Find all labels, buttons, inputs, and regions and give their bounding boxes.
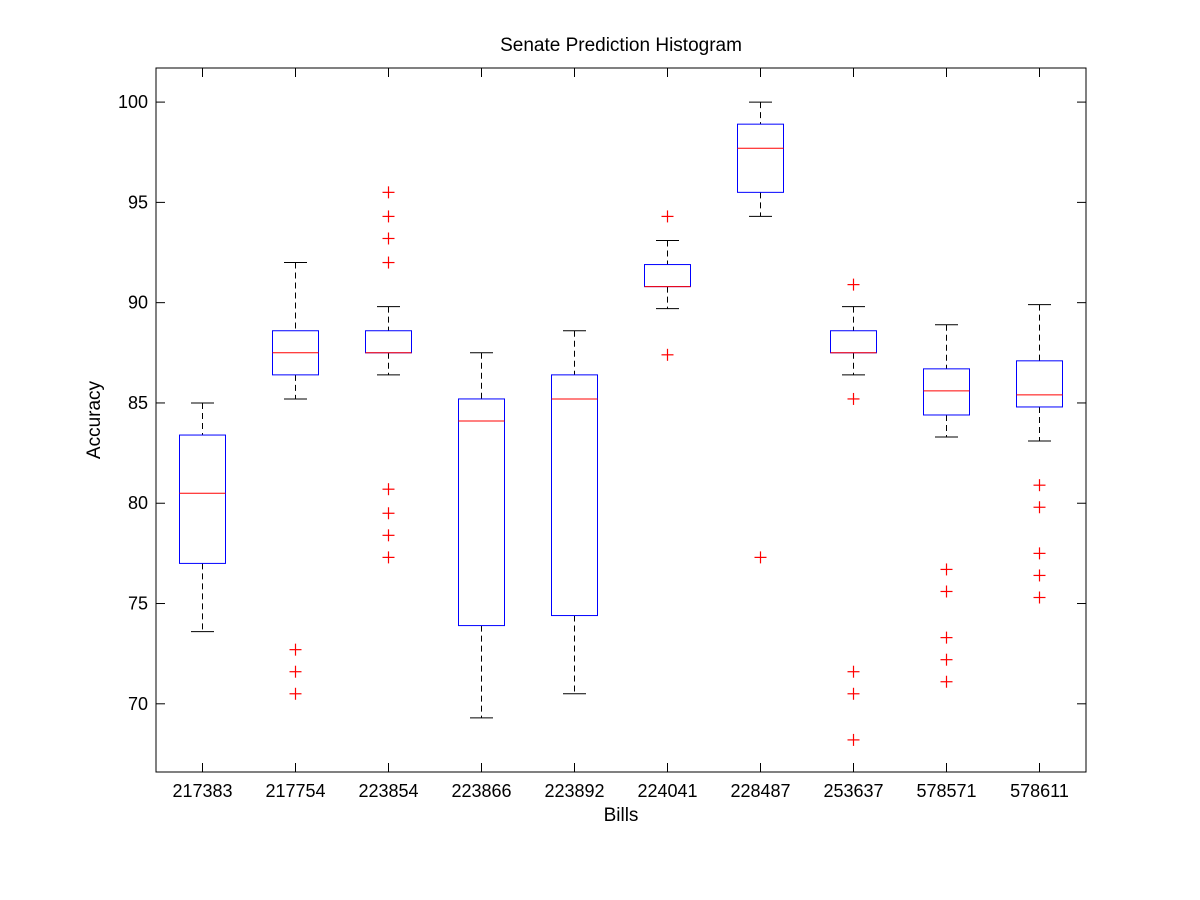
iqr-box (458, 398, 505, 627)
outlier-marker (382, 186, 395, 199)
y-tick-label: 95 (128, 192, 148, 212)
outlier-marker (847, 687, 860, 700)
outlier-marker (382, 256, 395, 269)
outlier-marker (1033, 547, 1046, 560)
box-253637 (830, 278, 877, 746)
boxes-layer (179, 101, 1063, 746)
x-tick-label: 223892 (544, 781, 604, 801)
outlier-marker (754, 551, 767, 564)
iqr-box (1016, 360, 1063, 408)
iqr-box (179, 434, 226, 564)
outlier-marker (382, 529, 395, 542)
x-tick-label: 228487 (730, 781, 790, 801)
outlier-marker (289, 687, 302, 700)
chart-title: Senate Prediction Histogram (500, 35, 742, 56)
x-tick-label: 217754 (265, 781, 325, 801)
box-217383 (179, 402, 226, 633)
outlier-marker (940, 675, 953, 688)
x-axis: 217383 217754 223854 223866 223892 224041 2284… (172, 68, 1069, 801)
iqr-box (551, 374, 598, 617)
x-tick-label: 217383 (172, 781, 232, 801)
box-223892 (551, 330, 598, 695)
outlier-marker (661, 210, 674, 223)
outlier-marker (661, 348, 674, 361)
y-tick-label: 90 (128, 293, 148, 313)
x-tick-label: 578611 (1010, 781, 1069, 801)
outlier-marker (940, 563, 953, 576)
outlier-marker (940, 631, 953, 644)
x-tick-label: 223866 (451, 781, 511, 801)
outlier-marker (382, 210, 395, 223)
outlier-marker (940, 585, 953, 598)
outlier-marker (847, 392, 860, 405)
x-tick-label: 224041 (637, 781, 697, 801)
iqr-box (737, 123, 784, 193)
outlier-marker (382, 483, 395, 496)
outlier-marker (940, 653, 953, 666)
outlier-marker (1033, 569, 1046, 582)
box-578611 (1016, 304, 1063, 604)
box-578571 (923, 324, 970, 688)
y-tick-label: 85 (128, 393, 148, 413)
x-tick-label: 578571 (916, 781, 976, 801)
y-tick-label: 100 (118, 92, 148, 112)
box-217754 (272, 262, 319, 700)
outlier-marker (382, 551, 395, 564)
y-tick-label: 75 (128, 594, 148, 614)
box-228487 (737, 101, 784, 564)
outlier-marker (289, 665, 302, 678)
iqr-box (923, 368, 970, 416)
y-tick-label: 70 (128, 694, 148, 714)
outlier-marker (1033, 479, 1046, 492)
y-axis-title: Accuracy (84, 380, 105, 459)
box-224041 (644, 210, 691, 361)
y-axis: 70 75 80 85 90 95 100 (118, 92, 1086, 714)
x-tick-label: 223854 (358, 781, 418, 801)
outlier-marker (289, 643, 302, 656)
outlier-marker (1033, 501, 1046, 514)
outlier-marker (1033, 591, 1046, 604)
outlier-marker (382, 232, 395, 245)
outlier-marker (382, 507, 395, 520)
outlier-marker (847, 665, 860, 678)
y-tick-label: 80 (128, 493, 148, 513)
plot-area (155, 67, 1087, 773)
x-axis-title: Bills (604, 805, 639, 826)
box-223866 (458, 352, 505, 719)
outlier-marker (847, 733, 860, 746)
x-tick-label: 253637 (823, 781, 883, 801)
box-223854 (365, 186, 412, 564)
outlier-marker (847, 278, 860, 291)
